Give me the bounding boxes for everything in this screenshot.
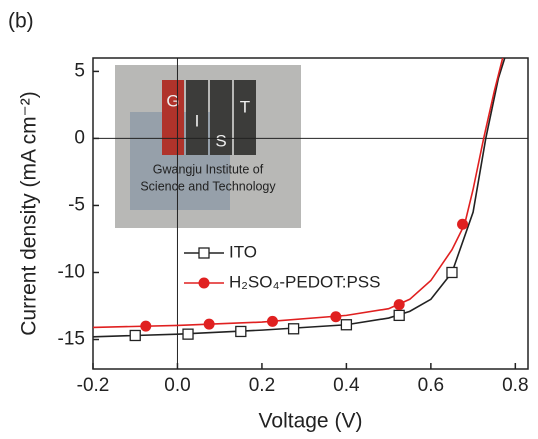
x-tick-label: -0.2: [77, 375, 110, 396]
data-marker: [266, 315, 278, 327]
data-marker: [340, 319, 353, 331]
series-line: [93, 58, 504, 329]
data-marker: [198, 247, 210, 259]
x-tick-label: 0.6: [418, 375, 444, 396]
x-axis-label: Voltage (V): [259, 410, 363, 433]
y-tick-label: 5: [74, 60, 85, 81]
plot-area: [93, 58, 506, 342]
y-tick-label: -5: [68, 194, 85, 215]
data-marker: [129, 329, 141, 342]
data-marker: [140, 320, 152, 332]
legend-label: ITO: [229, 242, 257, 261]
series-line: [93, 58, 506, 338]
logo-letter: T: [240, 97, 250, 116]
logo-block: [186, 80, 208, 155]
logo-block: [162, 80, 184, 155]
logo-letter: I: [195, 111, 200, 130]
data-marker: [457, 218, 469, 230]
data-marker: [235, 325, 247, 338]
data-marker: [182, 328, 194, 340]
y-tick-label: -15: [58, 329, 85, 350]
y-tick-label: -10: [58, 261, 85, 282]
data-marker: [203, 318, 215, 330]
x-tick-label: 0.0: [164, 375, 190, 396]
x-tick-label: 0.2: [249, 375, 275, 396]
logo-block: [210, 80, 232, 155]
inset-caption: Gwangju Institute of: [153, 162, 264, 176]
panel-label: (b): [8, 10, 34, 33]
data-marker: [393, 299, 405, 311]
x-tick-label: 0.4: [333, 375, 360, 396]
plot-frame: [92, 57, 529, 370]
legend-label: H₂SO₄-PEDOT:PSS: [229, 272, 380, 291]
logo-letter: S: [215, 131, 226, 150]
data-marker: [287, 323, 300, 335]
x-tick-label: 0.8: [502, 375, 528, 396]
y-tick-label: 0: [74, 127, 85, 148]
data-marker: [393, 309, 405, 322]
logo-block: [234, 80, 256, 155]
inset-caption: Science and Technology: [140, 179, 276, 193]
data-marker: [330, 311, 342, 323]
inset-photo: [115, 65, 301, 228]
data-marker: [198, 277, 210, 289]
data-marker: [446, 266, 458, 279]
logo-letter: G: [166, 91, 179, 110]
y-axis-label: Current density (mA cm⁻²): [18, 91, 41, 335]
